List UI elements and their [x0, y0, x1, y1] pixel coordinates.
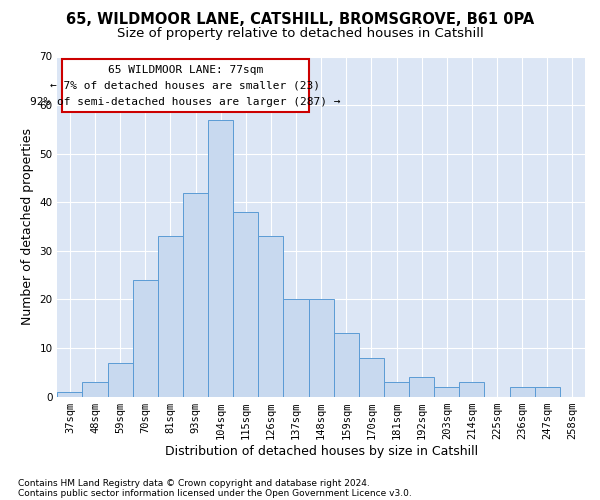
Bar — [359, 358, 384, 397]
Bar — [535, 387, 560, 396]
Bar — [233, 212, 259, 396]
Bar — [183, 192, 208, 396]
Text: 65 WILDMOOR LANE: 77sqm: 65 WILDMOOR LANE: 77sqm — [108, 65, 263, 75]
Text: 65, WILDMOOR LANE, CATSHILL, BROMSGROVE, B61 0PA: 65, WILDMOOR LANE, CATSHILL, BROMSGROVE,… — [66, 12, 534, 28]
Bar — [283, 300, 308, 396]
Bar — [308, 300, 334, 396]
Bar — [208, 120, 233, 396]
Bar — [82, 382, 107, 396]
Bar — [158, 236, 183, 396]
Bar — [107, 362, 133, 396]
Bar — [334, 334, 359, 396]
Bar — [409, 377, 434, 396]
Y-axis label: Number of detached properties: Number of detached properties — [21, 128, 34, 325]
Bar — [384, 382, 409, 396]
Bar — [133, 280, 158, 396]
Bar — [434, 387, 460, 396]
Bar — [509, 387, 535, 396]
Text: ← 7% of detached houses are smaller (23): ← 7% of detached houses are smaller (23) — [50, 81, 320, 91]
Bar — [460, 382, 484, 396]
Bar — [259, 236, 283, 396]
FancyBboxPatch shape — [62, 59, 308, 112]
Bar — [58, 392, 82, 396]
X-axis label: Distribution of detached houses by size in Catshill: Distribution of detached houses by size … — [164, 444, 478, 458]
Text: 92% of semi-detached houses are larger (287) →: 92% of semi-detached houses are larger (… — [30, 97, 341, 107]
Text: Contains HM Land Registry data © Crown copyright and database right 2024.: Contains HM Land Registry data © Crown c… — [18, 478, 370, 488]
Text: Size of property relative to detached houses in Catshill: Size of property relative to detached ho… — [116, 28, 484, 40]
Text: Contains public sector information licensed under the Open Government Licence v3: Contains public sector information licen… — [18, 488, 412, 498]
